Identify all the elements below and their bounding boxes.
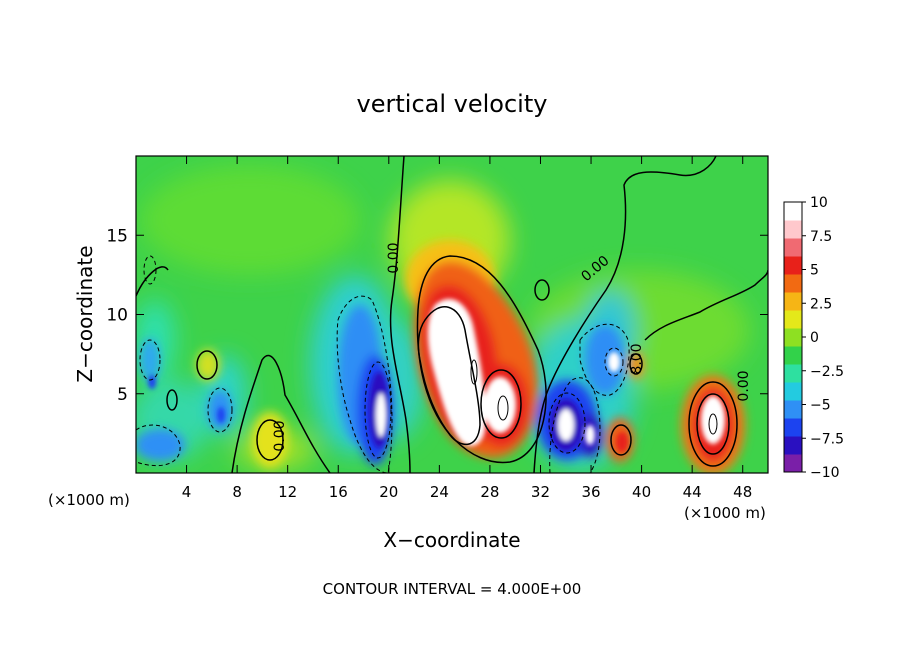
colorbar-segment <box>784 274 802 293</box>
contour-label: 8.00 <box>629 343 645 374</box>
colorbar-segment <box>784 382 802 401</box>
x-tick-label: 4 <box>182 483 192 501</box>
colorbar <box>784 202 802 473</box>
x-tick-label: 8 <box>232 483 242 501</box>
contour-label: 0.00 <box>736 370 752 401</box>
y-tick-label: 10 <box>106 306 128 326</box>
contour-interval-footer: CONTOUR INTERVAL = 4.000E+00 <box>323 580 582 598</box>
colorbar-tick-label: 2.5 <box>810 296 832 312</box>
colorbar-segment <box>784 328 802 347</box>
colorbar-segment <box>784 238 802 257</box>
colorbar-segment <box>784 220 802 239</box>
negative-contours <box>136 255 630 473</box>
x-unit-right: (×1000 m) <box>684 504 766 522</box>
colorbar-segment <box>784 256 802 275</box>
colorbar-segment <box>784 418 802 437</box>
colorbar-ticks: 10 7.5 5 2.5 0 −2.5 −5 −7.5 −10 <box>802 195 844 481</box>
colorbar-segment <box>784 202 802 221</box>
x-tick-label: 20 <box>379 483 398 501</box>
x-axis: 4 8 12 16 20 24 28 32 36 40 44 48 <box>182 156 752 501</box>
colorbar-tick-label: −5 <box>810 398 831 414</box>
x-tick-label: 12 <box>278 483 297 501</box>
cores <box>148 299 725 452</box>
x-tick-label: 40 <box>632 483 651 501</box>
x-unit-left: (×1000 m) <box>48 491 130 509</box>
colorbar-segment <box>784 400 802 419</box>
x-tick-label: 36 <box>581 483 600 501</box>
colorbar-tick-label: 7.5 <box>810 229 832 245</box>
x-tick-label: 44 <box>683 483 702 501</box>
y-axis-label: Z−coordinate <box>73 245 97 382</box>
colorbar-segment <box>784 292 802 311</box>
colorbar-tick-label: 5 <box>810 263 819 279</box>
x-tick-label: 48 <box>733 483 752 501</box>
x-tick-label: 16 <box>329 483 348 501</box>
colorbar-tick-label: 0 <box>810 330 819 346</box>
y-tick-label: 15 <box>106 226 128 246</box>
chart-title: vertical velocity <box>357 90 548 118</box>
x-tick-label: 32 <box>531 483 550 501</box>
colorbar-tick-label: 10 <box>810 195 828 211</box>
contour-lines <box>136 156 768 473</box>
x-tick-label: 24 <box>430 483 449 501</box>
colorbar-segment <box>784 346 802 365</box>
x-axis-label: X−coordinate <box>383 528 520 552</box>
colorbar-segment <box>784 364 802 383</box>
x-tick-label: 28 <box>480 483 499 501</box>
contour-label: 0.00 <box>272 420 288 451</box>
colorbar-segment <box>784 454 802 473</box>
contour-label: 0.00 <box>386 242 402 273</box>
colorbar-segment <box>784 310 802 329</box>
colorbar-tick-label: −2.5 <box>810 364 844 380</box>
colorbar-tick-label: −7.5 <box>810 431 844 447</box>
y-axis: 5 10 15 <box>106 226 768 405</box>
colorbar-tick-label: −10 <box>810 465 840 481</box>
contour-field <box>136 156 768 473</box>
contour-labels: 0.00 0.00 0.00 0.00 8.00 <box>272 242 752 451</box>
y-tick-label: 5 <box>117 385 128 405</box>
colorbar-segment <box>784 436 802 455</box>
